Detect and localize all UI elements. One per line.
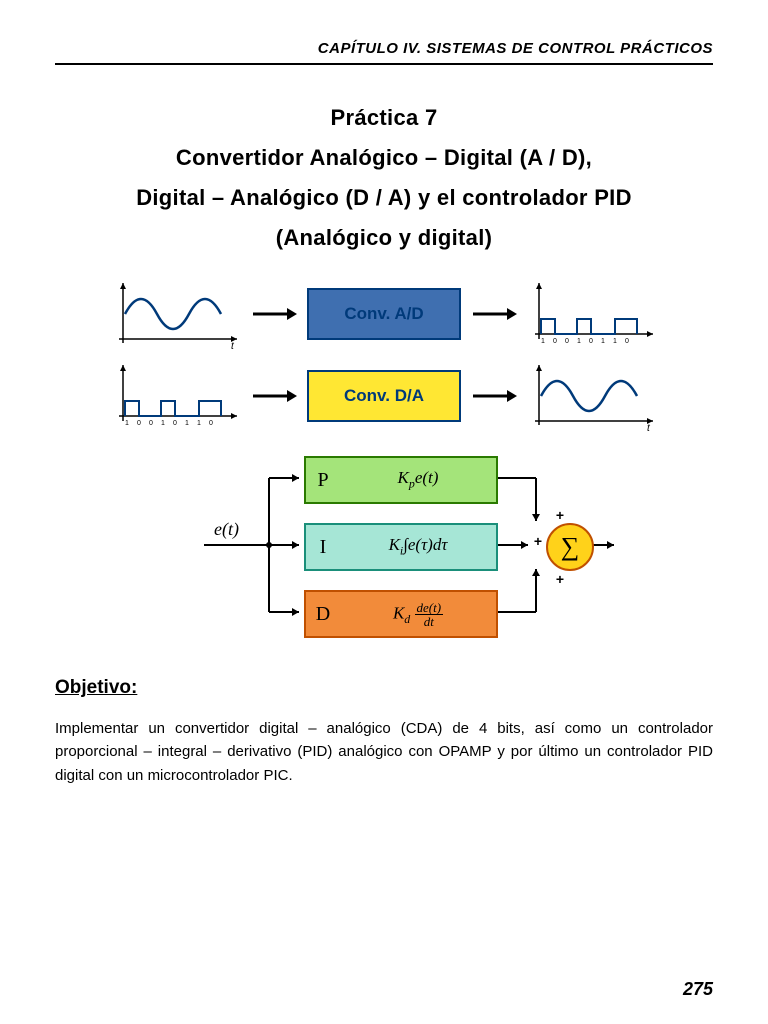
svg-text:0: 0 (137, 420, 141, 427)
arrow-icon (471, 302, 517, 326)
title-line-4: (Analógico y digital) (55, 225, 713, 251)
pid-d-letter: D (306, 603, 340, 626)
conv-ad-label: Conv. A/D (344, 304, 423, 324)
sigma-icon: ∑ (561, 532, 580, 562)
svg-text:0: 0 (149, 420, 153, 427)
digital-output-signal: 1 0 0 1 0 1 1 0 (527, 279, 657, 349)
pid-p-box: P Kpe(t) (304, 456, 498, 504)
pid-d-box: D Kd de(t)dt (304, 590, 498, 638)
conv-da-box: Conv. D/A (307, 370, 461, 422)
chapter-header: CAPÍTULO IV. SISTEMAS DE CONTROL PRÁCTIC… (55, 40, 713, 65)
svg-text:1: 1 (197, 420, 201, 427)
svg-text:0: 0 (209, 420, 213, 427)
ad-row: t Conv. A/D 1 0 0 1 0 1 1 0 (111, 279, 657, 349)
title-line-2: Convertidor Analógico – Digital (A / D), (55, 145, 713, 171)
pid-p-letter: P (306, 469, 340, 492)
conv-ad-box: Conv. A/D (307, 288, 461, 340)
pid-i-letter: I (306, 536, 340, 559)
svg-text:0: 0 (173, 420, 177, 427)
svg-text:1: 1 (541, 338, 545, 345)
arrow-icon (251, 384, 297, 408)
arrow-icon (251, 302, 297, 326)
pid-i-box: I Ki∫e(τ)dτ (304, 523, 498, 571)
objective-heading: Objetivo: (55, 677, 713, 699)
pid-i-formula: Ki∫e(τ)dτ (340, 535, 496, 558)
svg-text:0: 0 (565, 338, 569, 345)
plus-icon: + (556, 507, 564, 523)
pid-input-label: e(t) (214, 519, 239, 540)
analog-input-signal: t (111, 279, 241, 349)
conv-da-label: Conv. D/A (344, 386, 424, 406)
title-line-1: Práctica 7 (55, 105, 713, 131)
title-line-3: Digital – Analógico (D / A) y el control… (55, 185, 713, 211)
digital-input-signal: 1 0 0 1 0 1 1 0 (111, 361, 241, 431)
pid-d-formula: Kd de(t)dt (340, 601, 496, 628)
svg-text:0: 0 (553, 338, 557, 345)
svg-text:1: 1 (577, 338, 581, 345)
objective-text: Implementar un convertidor digital – ana… (55, 717, 713, 787)
svg-text:1: 1 (601, 338, 605, 345)
plus-icon: + (534, 533, 542, 549)
svg-text:1: 1 (185, 420, 189, 427)
analog-output-signal: t (527, 361, 657, 431)
pid-diagram: e(t) P Kpe(t) I Ki∫e(τ)dτ D Kd de(t)dt ∑… (144, 441, 624, 651)
svg-text:1: 1 (161, 420, 165, 427)
plus-icon: + (556, 571, 564, 587)
svg-text:0: 0 (625, 338, 629, 345)
title-block: Práctica 7 Convertidor Analógico – Digit… (55, 105, 713, 251)
svg-text:1: 1 (125, 420, 129, 427)
da-row: 1 0 0 1 0 1 1 0 Conv. D/A t (111, 361, 657, 431)
svg-text:t: t (231, 341, 235, 349)
pid-sum-node: ∑ (546, 523, 594, 571)
pid-p-formula: Kpe(t) (340, 468, 496, 491)
svg-text:0: 0 (589, 338, 593, 345)
arrow-icon (471, 384, 517, 408)
svg-text:t: t (647, 423, 651, 431)
converter-diagrams: t Conv. A/D 1 0 0 1 0 1 1 0 (55, 279, 713, 431)
page-number: 275 (683, 979, 713, 1000)
svg-text:1: 1 (613, 338, 617, 345)
